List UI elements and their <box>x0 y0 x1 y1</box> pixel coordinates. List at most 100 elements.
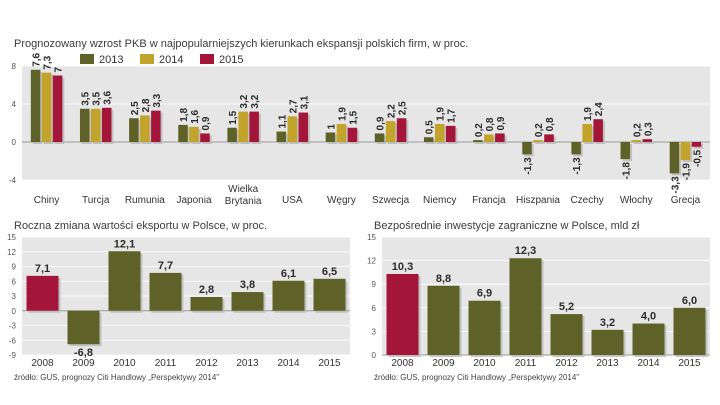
value-label: 2,7 <box>288 99 299 113</box>
value-label: 3,5 <box>92 91 103 105</box>
bar-shadow <box>475 142 485 144</box>
bar <box>473 140 483 142</box>
value-label: 0,8 <box>545 117 556 131</box>
bar <box>238 111 248 142</box>
value-label: 1 <box>326 124 337 130</box>
value-label: 0,8 <box>485 117 496 131</box>
bar <box>140 115 150 142</box>
y-tick-label: 3 <box>12 292 17 301</box>
bar <box>434 123 445 142</box>
value-label: -3,3 <box>670 176 681 194</box>
bar <box>79 108 90 142</box>
y-tick-label: 8 <box>12 62 17 71</box>
bar <box>41 72 52 142</box>
y-tick-label: -6 <box>9 336 17 345</box>
bar <box>272 280 305 311</box>
bar <box>52 75 63 142</box>
chart-title: Roczna zmiana wartości eksportu w Polsce… <box>14 220 267 232</box>
value-label: 0,9 <box>376 116 387 130</box>
value-label: 0,3 <box>643 122 654 136</box>
value-label: -1,3 <box>523 157 534 175</box>
bar <box>593 119 603 142</box>
value-label: 12,1 <box>114 238 135 250</box>
bar <box>509 258 542 355</box>
value-label: 2,4 <box>594 102 605 116</box>
bar <box>620 142 631 160</box>
category-label: 2013 <box>236 358 259 369</box>
bar <box>571 142 581 155</box>
category-label: Hiszpania <box>516 195 560 206</box>
bar <box>249 111 259 142</box>
value-label: 0,2 <box>534 123 545 137</box>
value-label: 2,5 <box>398 101 409 115</box>
category-label: 2008 <box>391 358 414 369</box>
legend-label: 2014 <box>159 54 183 66</box>
bar <box>631 140 642 142</box>
bar <box>427 285 460 355</box>
value-label: 1,5 <box>348 110 359 124</box>
value-label: 6,0 <box>682 295 697 307</box>
y-tick-label: 0 <box>12 307 17 316</box>
value-label: 6,1 <box>281 268 296 280</box>
bar <box>227 127 237 142</box>
value-label: 2,8 <box>199 284 214 296</box>
gdp-growth-chart: Prognozowany wzrost PKB w najpopularniej… <box>9 38 710 207</box>
category-label: Szwecja <box>372 195 410 206</box>
legend-swatch <box>200 54 214 64</box>
value-label: 3,2 <box>239 94 250 108</box>
value-label: 7 <box>54 67 65 73</box>
value-label: 0,2 <box>474 123 485 137</box>
value-label: 7,1 <box>35 263 50 275</box>
category-label: Japonia <box>176 195 211 206</box>
bar <box>385 121 396 142</box>
y-tick-label: 15 <box>7 233 16 242</box>
value-label: 3,8 <box>240 279 255 291</box>
value-label: 12,3 <box>515 245 536 257</box>
y-tick-label: 15 <box>367 233 376 242</box>
category-label: 2009 <box>72 358 95 369</box>
value-label: 3,6 <box>103 90 114 104</box>
category-label: 2014 <box>637 358 660 369</box>
category-label: Brytania <box>225 196 262 207</box>
bar <box>336 123 347 142</box>
category-label: Czechy <box>570 195 603 206</box>
legend-swatch <box>140 54 154 64</box>
y-tick-label: 9 <box>12 263 17 272</box>
value-label: 3,3 <box>152 93 163 107</box>
value-label: 1,5 <box>228 110 239 124</box>
bar <box>90 108 101 142</box>
value-label: 3,1 <box>299 95 310 109</box>
value-label: 1,6 <box>190 109 201 123</box>
value-label: 10,3 <box>392 261 413 273</box>
category-label: 2010 <box>473 358 496 369</box>
bar <box>445 125 456 142</box>
y-tick-label: -9 <box>9 351 17 360</box>
value-label: 8,8 <box>436 273 451 285</box>
category-label: Rumunia <box>125 195 165 206</box>
value-label: 0,9 <box>496 116 507 130</box>
chart-source: źródło: GUS, prognozy Citi Handlowy „Per… <box>14 373 219 382</box>
value-label: 0,2 <box>632 123 643 137</box>
bar <box>26 275 59 311</box>
bar <box>287 116 298 142</box>
bar <box>276 131 287 142</box>
bar <box>325 132 336 142</box>
legend-label: 2015 <box>219 54 243 66</box>
category-label: 2011 <box>155 358 177 369</box>
y-tick-label: -3 <box>9 322 17 331</box>
value-label: 4,0 <box>641 311 656 323</box>
fdi-chart: Bezpośrednie inwestycje zagraniczne w Po… <box>367 220 710 382</box>
bar <box>642 139 653 142</box>
bar <box>423 137 434 142</box>
value-label: 7,7 <box>158 260 173 272</box>
bar <box>591 329 624 355</box>
category-label: 2015 <box>318 358 341 369</box>
bar <box>495 133 505 142</box>
category-label: 2015 <box>678 358 701 369</box>
value-label: 1,1 <box>277 114 288 128</box>
bar <box>396 118 407 142</box>
bar <box>149 272 182 311</box>
bar <box>669 142 680 174</box>
bar <box>129 118 139 142</box>
